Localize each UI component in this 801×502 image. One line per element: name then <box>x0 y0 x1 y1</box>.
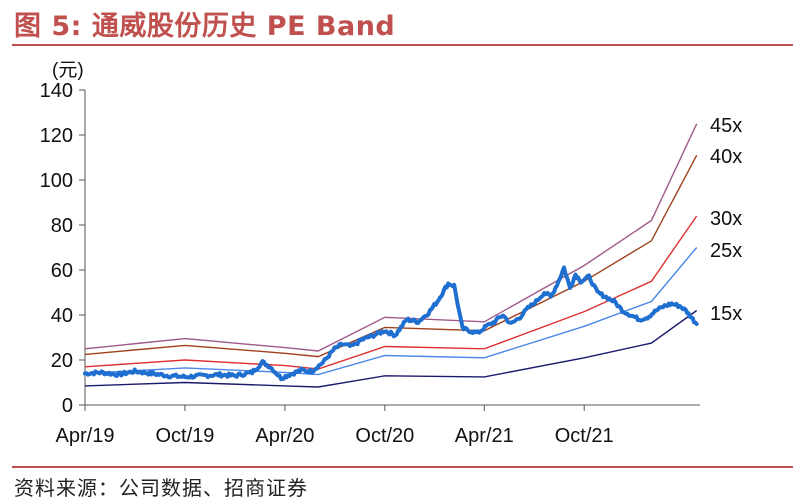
band-line-15x <box>84 309 698 388</box>
title-rule <box>12 44 793 46</box>
band-line-25x <box>84 247 698 376</box>
y-tick-label: 40 <box>51 305 73 327</box>
figure-title: 图 5: 通威股份历史 PE Band <box>14 11 396 42</box>
y-tick-label: 0 <box>62 395 73 417</box>
band-label-15x: 15x <box>710 303 742 325</box>
x-tick-label: Oct/19 <box>155 425 214 447</box>
x-tick-label: Oct/20 <box>355 425 414 447</box>
band-labels: 45x 40x 30x 25x 15x <box>710 115 742 325</box>
price-series <box>83 265 699 382</box>
band-label-25x: 25x <box>710 240 742 262</box>
source-note: 资料来源：公司数据、招商证券 <box>14 476 308 500</box>
band-line-40x <box>84 154 698 358</box>
price-line <box>83 265 699 382</box>
y-unit-label: (元) <box>52 60 84 81</box>
y-axis: 0 20 40 60 80 100 120 140 <box>40 80 85 417</box>
pe-band-lines <box>84 123 698 388</box>
y-tick-label: 80 <box>51 215 73 237</box>
band-line-30x <box>84 215 698 370</box>
x-tick-label: Apr/20 <box>255 425 314 447</box>
y-tick-label: 60 <box>51 260 73 282</box>
x-axis: Apr/19 Oct/19 Apr/20 Oct/20 Apr/21 Oct/21 <box>56 405 614 447</box>
x-tick-label: Oct/21 <box>555 425 614 447</box>
y-tick-label: 100 <box>40 170 73 192</box>
x-tick-label: Apr/21 <box>455 425 514 447</box>
band-line-45x <box>84 123 698 352</box>
band-label-45x: 45x <box>710 115 742 137</box>
band-label-40x: 40x <box>710 146 742 168</box>
x-tick-label: Apr/19 <box>56 425 115 447</box>
band-label-30x: 30x <box>710 208 742 230</box>
y-tick-label: 20 <box>51 350 73 372</box>
y-tick-label: 120 <box>40 125 73 147</box>
y-tick-label: 140 <box>40 80 73 102</box>
source-rule <box>12 466 793 468</box>
